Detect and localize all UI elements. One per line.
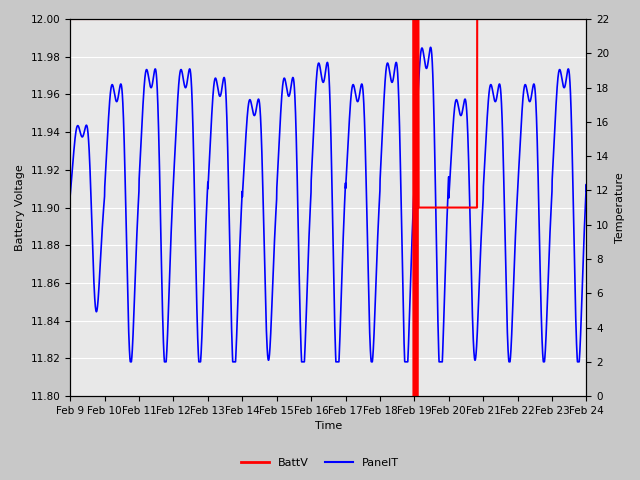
Y-axis label: Battery Voltage: Battery Voltage <box>15 164 25 251</box>
Y-axis label: Temperature: Temperature <box>615 172 625 243</box>
Legend: BattV, PanelT: BattV, PanelT <box>237 453 403 472</box>
X-axis label: Time: Time <box>315 421 342 432</box>
Text: BC_met: BC_met <box>0 479 1 480</box>
